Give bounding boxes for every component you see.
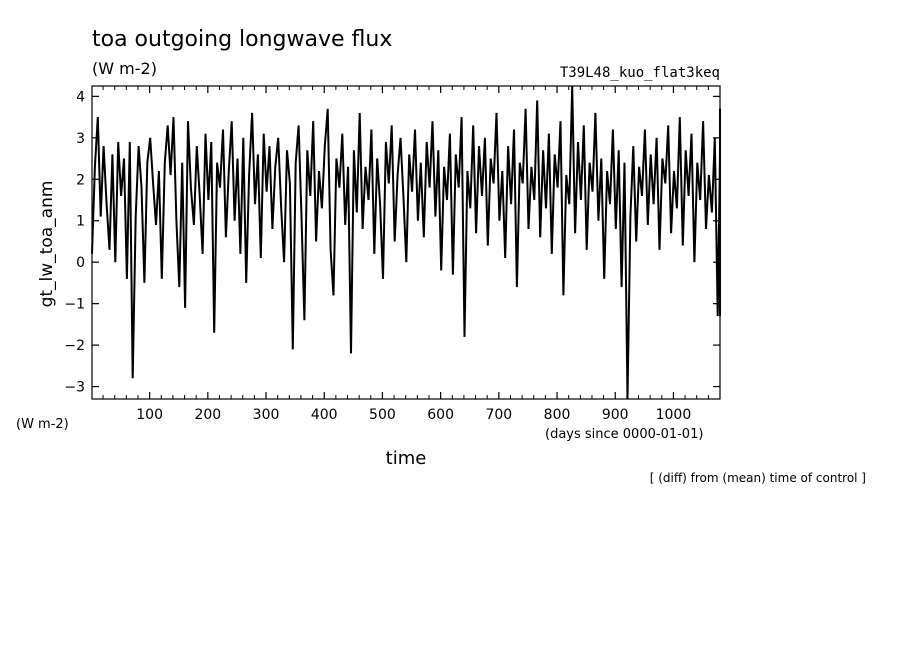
y-tick-label: 1 bbox=[76, 214, 85, 230]
y-tick-label: −2 bbox=[64, 338, 85, 354]
y-axis-units: (W m-2) bbox=[16, 417, 69, 432]
y-tick-label: 4 bbox=[76, 89, 85, 105]
chart-subtitle: (W m-2) bbox=[92, 59, 157, 78]
y-tick-label: 2 bbox=[76, 172, 85, 188]
plot-frame bbox=[91, 85, 721, 400]
chart-title: toa outgoing longwave flux bbox=[92, 27, 392, 52]
y-tick-label: 0 bbox=[76, 255, 85, 271]
x-tick-label: 200 bbox=[194, 407, 221, 423]
x-tick-label: 600 bbox=[427, 407, 454, 423]
x-tick-label: 800 bbox=[544, 407, 571, 423]
x-tick-label: 300 bbox=[253, 407, 280, 423]
footnote: [ (diff) from (mean) time of control ] bbox=[650, 471, 866, 485]
x-tick-label: 700 bbox=[485, 407, 512, 423]
x-tick-label: 400 bbox=[311, 407, 338, 423]
x-tick-label: 1000 bbox=[656, 407, 692, 423]
x-tick-label: 500 bbox=[369, 407, 396, 423]
y-tick-label: 3 bbox=[76, 131, 85, 147]
x-tick-label: 100 bbox=[136, 407, 163, 423]
x-axis-title: time bbox=[386, 448, 427, 469]
run-label: T39L48_kuo_flat3keq bbox=[560, 65, 720, 81]
y-tick-label: −3 bbox=[64, 380, 85, 396]
series-line bbox=[91, 85, 721, 400]
y-axis-title: gt_lw_toa_anm bbox=[37, 181, 57, 308]
x-tick-label: 900 bbox=[602, 407, 629, 423]
x-axis-units: (days since 0000-01-01) bbox=[545, 427, 703, 442]
y-tick-label: −1 bbox=[64, 297, 85, 313]
